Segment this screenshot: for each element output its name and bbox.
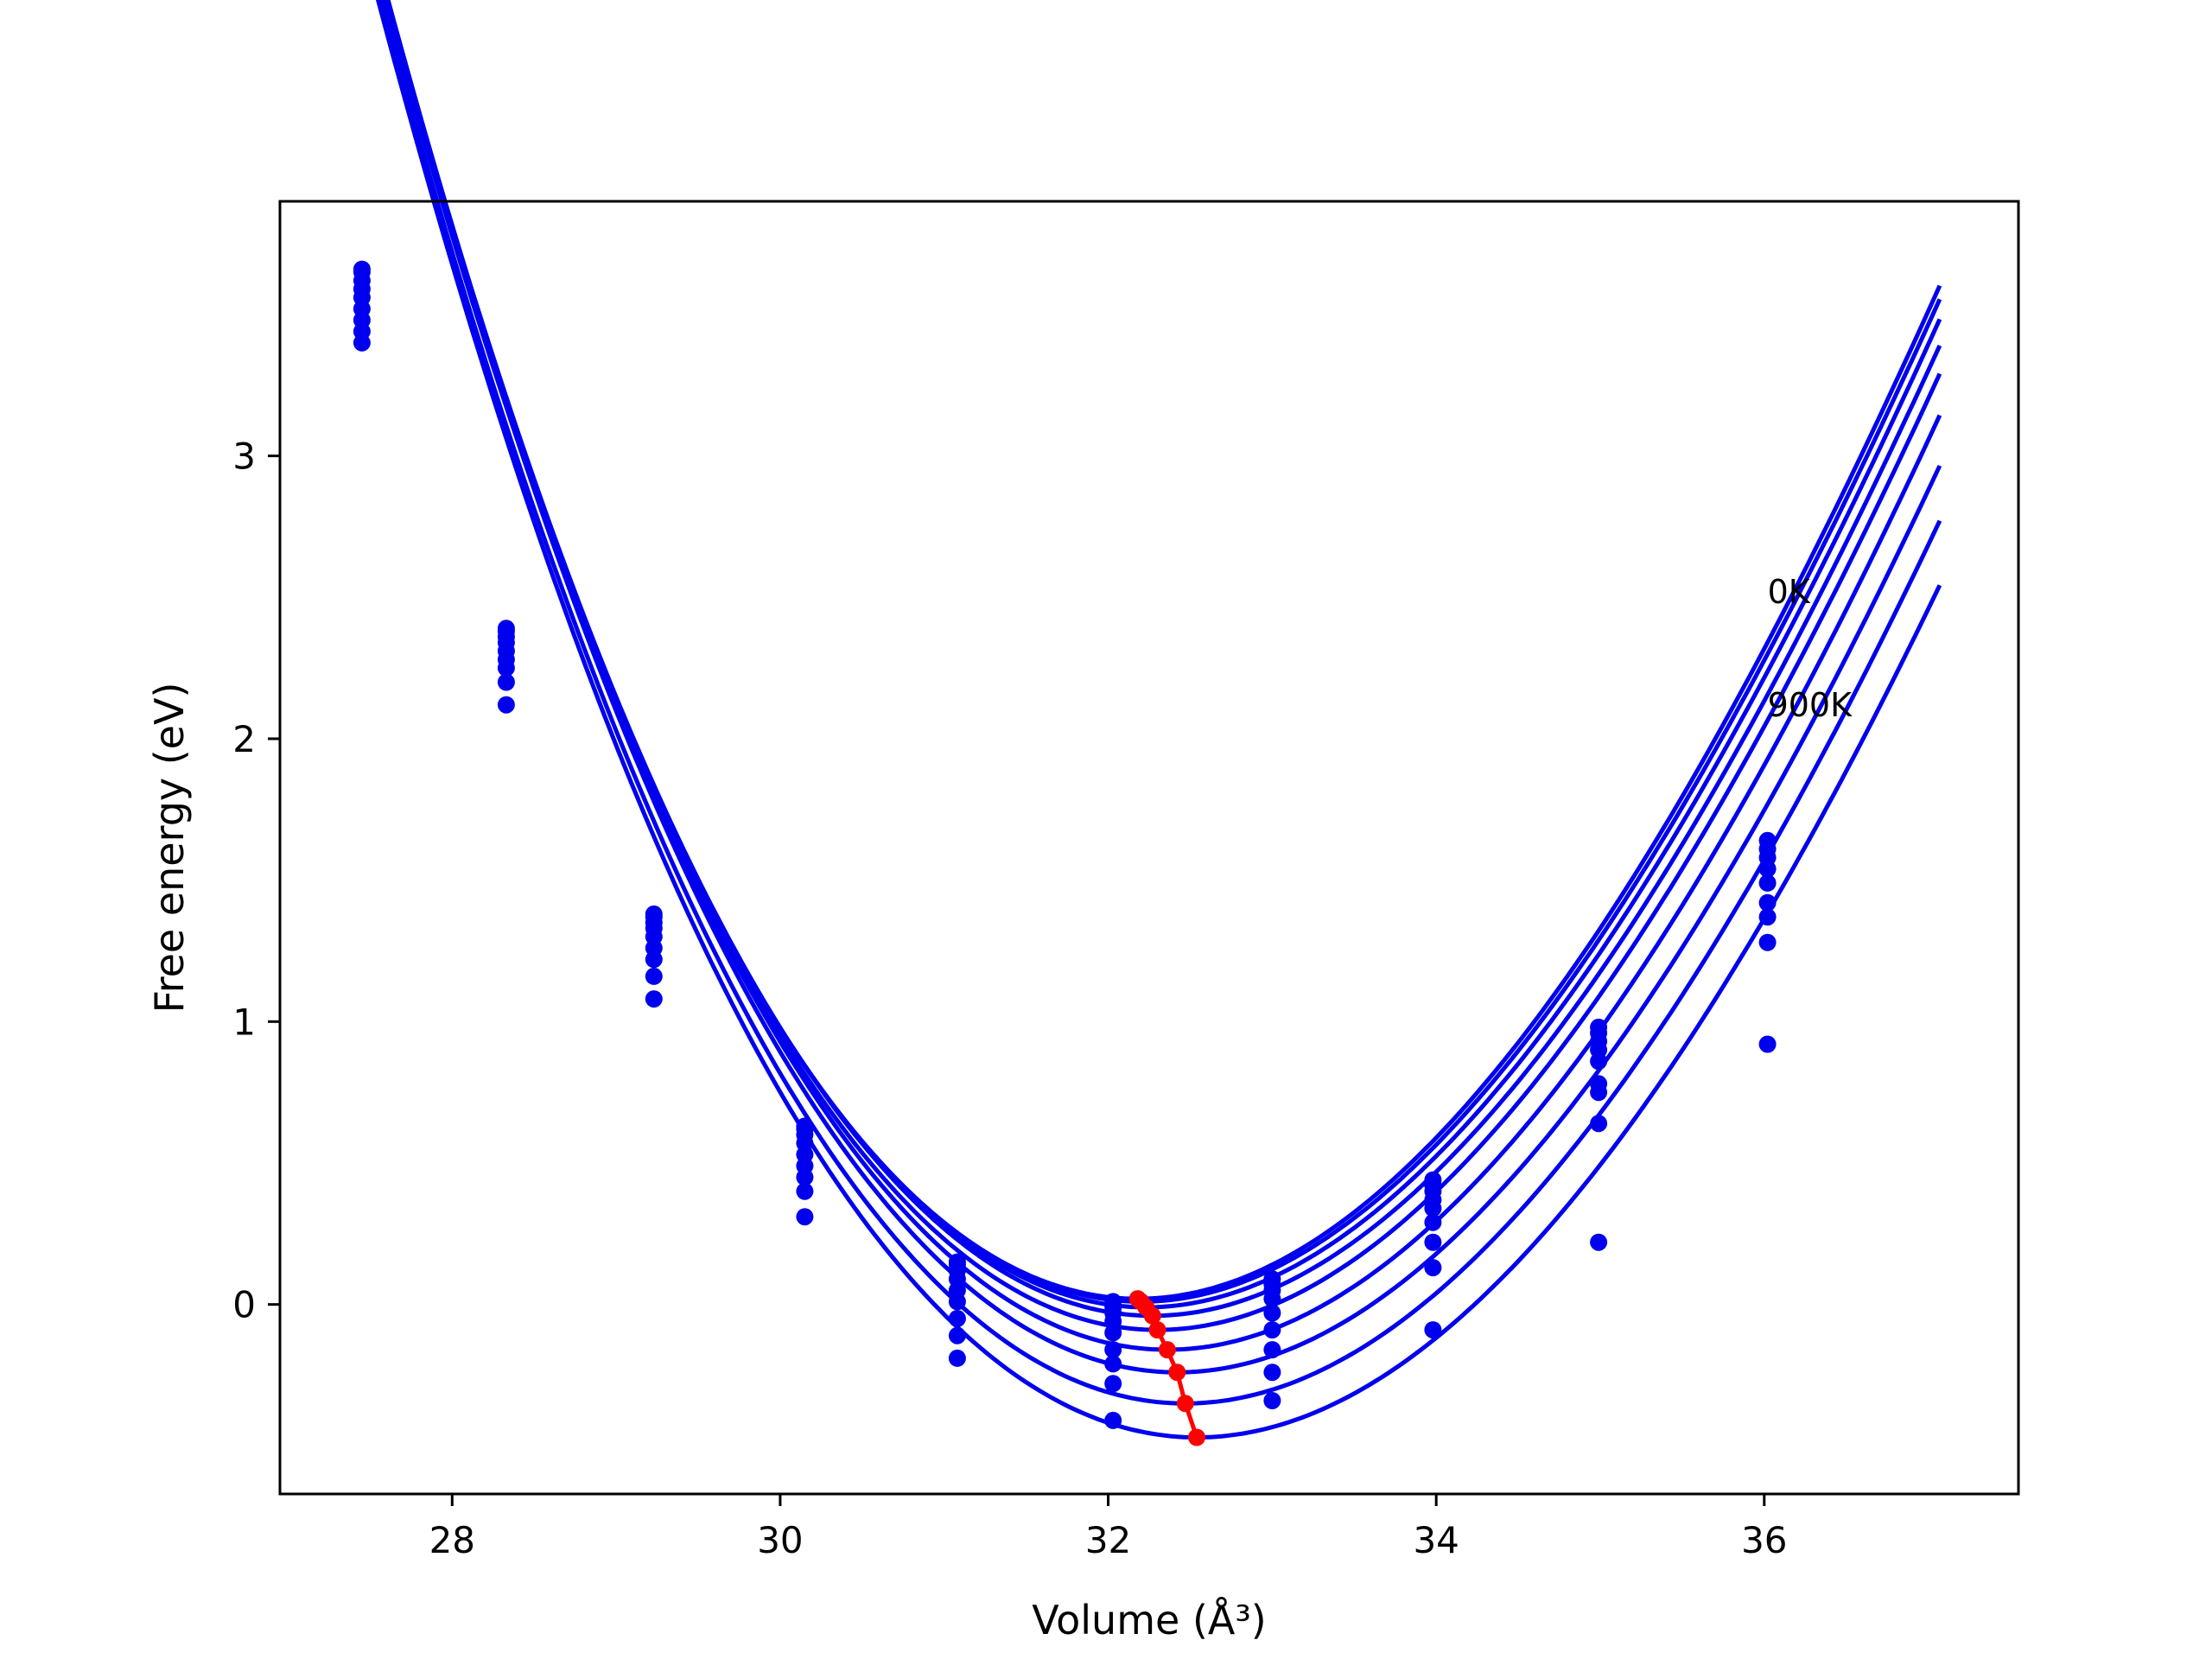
- fit-curve-6: [385, 0, 1942, 1352]
- data-point-s6-8: [1424, 1213, 1442, 1231]
- data-point-s8-2: [497, 673, 515, 691]
- fit-curve-7: [384, 0, 1942, 1375]
- data-point-s5-10: [1758, 874, 1777, 892]
- data-point-s4-7: [1263, 1290, 1281, 1308]
- data-point-s5-8: [1424, 1199, 1442, 1217]
- minima-group: [1128, 1290, 1205, 1446]
- x-tick-label-34: 34: [1413, 1519, 1459, 1561]
- data-point-s9-1: [353, 334, 371, 352]
- minimum-point-6: [1158, 1341, 1176, 1359]
- x-axis-ticks: 28 30 32 34 36: [429, 1494, 1788, 1561]
- data-point-s9-6: [1104, 1411, 1122, 1429]
- y-axis-label: Free energy (eV): [146, 683, 193, 1014]
- data-point-s8-3: [645, 967, 663, 985]
- data-point-s8-6: [1104, 1375, 1122, 1393]
- data-point-s8-10: [1758, 933, 1777, 951]
- x-tick-label-32: 32: [1085, 1519, 1131, 1561]
- data-point-s7-8: [1424, 1233, 1442, 1251]
- data-point-s8-4: [796, 1182, 814, 1200]
- data-point-s8-5: [948, 1326, 966, 1344]
- data-point-s7-5: [948, 1310, 966, 1327]
- data-point-s7-2: [497, 659, 515, 677]
- data-point-s7-7: [1263, 1341, 1281, 1359]
- data-point-s9-10: [1758, 1035, 1777, 1053]
- data-point-s6-7: [1263, 1321, 1281, 1339]
- fit-curve-9: [375, 0, 1942, 1440]
- y-tick-label-2: 2: [232, 718, 256, 760]
- data-point-s6-6: [1104, 1341, 1122, 1359]
- y-tick-label-3: 3: [232, 435, 256, 478]
- fit-curve-8: [378, 0, 1942, 1406]
- data-point-s9-9: [1590, 1233, 1608, 1251]
- data-point-s5-7: [1263, 1304, 1281, 1322]
- data-point-s5-6: [1104, 1324, 1122, 1342]
- annotation-2: 900K: [1768, 686, 1853, 724]
- minimum-point-8: [1176, 1395, 1194, 1413]
- minimum-point-9: [1188, 1428, 1205, 1446]
- data-point-s7-3: [645, 950, 663, 969]
- plot-frame: [278, 200, 2020, 1496]
- data-point-s6-5: [948, 1293, 966, 1311]
- minimum-point-7: [1168, 1363, 1186, 1382]
- y-tick-label-0: 0: [232, 1284, 256, 1326]
- data-point-s9-5: [948, 1349, 966, 1367]
- data-point-s9-8: [1424, 1321, 1442, 1339]
- annotation-1: 0K: [1768, 573, 1811, 611]
- data-point-s7-9: [1590, 1084, 1608, 1102]
- x-tick-label-28: 28: [429, 1519, 475, 1561]
- data-points-group: [353, 260, 1777, 1429]
- data-point-s7-4: [796, 1168, 814, 1186]
- data-point-s8-9: [1590, 1115, 1608, 1133]
- data-point-s6-10: [1758, 893, 1777, 912]
- data-point-s8-8: [1424, 1259, 1442, 1277]
- data-point-s4-10: [1758, 860, 1777, 878]
- y-axis-ticks: 0 1 2 3: [232, 435, 280, 1326]
- data-point-s7-6: [1104, 1355, 1122, 1373]
- x-tick-label-30: 30: [757, 1519, 803, 1561]
- x-tick-label-36: 36: [1741, 1519, 1787, 1561]
- data-point-s9-4: [796, 1208, 814, 1226]
- annotations-group: 0K 900K: [1768, 573, 1853, 724]
- minimum-point-5: [1148, 1321, 1166, 1339]
- data-point-s7-10: [1758, 908, 1777, 926]
- data-point-s8-7: [1263, 1363, 1281, 1382]
- data-point-s5-9: [1590, 1052, 1608, 1071]
- minimum-point-4: [1143, 1306, 1161, 1325]
- data-point-s9-2: [497, 696, 515, 714]
- y-tick-label-1: 1: [232, 1001, 256, 1043]
- data-point-s9-7: [1263, 1392, 1281, 1409]
- x-axis-label: Volume (Å³): [1032, 1597, 1267, 1643]
- data-point-s9-3: [645, 990, 663, 1008]
